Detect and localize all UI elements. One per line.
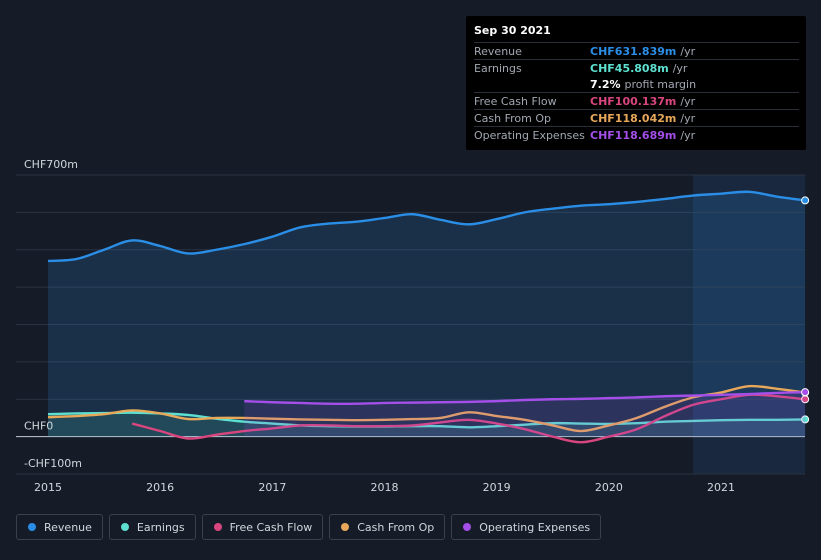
- y-tick-label: CHF700m: [24, 158, 78, 171]
- tooltip-unit: /yr: [672, 61, 688, 75]
- series-end-point-operating-expenses: [801, 388, 810, 397]
- legend-label: Revenue: [44, 520, 92, 534]
- series-layer: [47, 190, 810, 444]
- tooltip-label: Operating Expenses: [474, 128, 585, 142]
- tooltip-value: CHF100.137m: [590, 94, 677, 108]
- series-line-revenue: [47, 190, 806, 263]
- grid-lines: [16, 174, 805, 475]
- x-tick-label: 2015: [34, 481, 62, 494]
- legend-item-operating-expenses[interactable]: Operating Expenses: [451, 514, 602, 540]
- tooltip-value: CHF118.042m: [590, 111, 677, 125]
- tooltip-label: Free Cash Flow: [474, 94, 557, 108]
- series-line-cash-from-op: [47, 384, 806, 433]
- tooltip-unit: /yr: [680, 44, 696, 58]
- tooltip-unit: /yr: [680, 128, 696, 142]
- legend-label: Earnings: [136, 520, 185, 534]
- legend-label: Operating Expenses: [479, 520, 591, 534]
- legend-dot-icon: [28, 523, 36, 531]
- y-tick-label: -CHF100m: [24, 457, 82, 470]
- legend-dot-icon: [463, 523, 472, 531]
- tooltip-label: Cash From Op: [474, 111, 552, 125]
- legend-item-cash-from-op[interactable]: Cash From Op: [329, 514, 446, 540]
- series-end-point-revenue: [801, 196, 810, 205]
- tooltip-unit: /yr: [680, 94, 696, 108]
- series-end-point-earnings: [801, 415, 810, 424]
- chart-legend: Revenue Earnings Free Cash Flow Cash Fro…: [16, 514, 602, 540]
- tooltip-value: CHF631.839m: [590, 44, 677, 58]
- series-area-revenue: [48, 191, 806, 437]
- tooltip-row-operating-expenses: Operating Expenses CHF118.689m /yr: [474, 126, 799, 143]
- tooltip-unit: profit margin: [624, 77, 697, 91]
- series-area-earnings: [48, 412, 806, 437]
- tooltip-row-revenue: Revenue CHF631.839m /yr: [474, 42, 799, 59]
- tooltip-row-profit-margin: 7.2% profit margin: [474, 76, 799, 92]
- tooltip-row-free-cash-flow: Free Cash Flow CHF100.137m /yr: [474, 92, 799, 109]
- x-tick-label: 2021: [707, 481, 735, 494]
- tooltip-row-cash-from-op: Cash From Op CHF118.042m /yr: [474, 109, 799, 126]
- tooltip-date: Sep 30 2021: [474, 24, 551, 37]
- x-tick-label: 2016: [146, 481, 174, 494]
- axis-labels: CHF700m CHF0 -CHF100m 2015 2016 2017 2018 2019 2…: [24, 158, 735, 494]
- x-tick-label: 2018: [371, 481, 399, 494]
- tooltip-value: 7.2%: [590, 77, 621, 91]
- legend-item-earnings[interactable]: Earnings: [108, 514, 196, 540]
- legend-label: Cash From Op: [357, 520, 435, 534]
- legend-dot-icon: [341, 523, 350, 531]
- tooltip-label: Revenue: [474, 44, 522, 58]
- tooltip-value: CHF45.808m: [590, 61, 669, 75]
- legend-dot-icon: [120, 523, 129, 531]
- legend-dot-icon: [213, 523, 222, 531]
- legend-item-revenue[interactable]: Revenue: [16, 514, 103, 540]
- x-tick-label: 2017: [258, 481, 286, 494]
- tooltip-value: CHF118.689m: [590, 128, 677, 142]
- data-tooltip: Sep 30 2021 Revenue CHF631.839m /yr Earn…: [466, 16, 806, 150]
- chart-area: CHF700m CHF0 -CHF100m 2015 2016 2017 2018 2019 2…: [16, 158, 810, 494]
- tooltip-unit: /yr: [680, 111, 696, 125]
- legend-label: Free Cash Flow: [229, 520, 313, 534]
- legend-item-free-cash-flow[interactable]: Free Cash Flow: [201, 514, 324, 540]
- series-line-earnings: [47, 411, 806, 429]
- tooltip-label: Earnings: [474, 61, 522, 75]
- tooltip-row-earnings: Earnings CHF45.808m /yr: [474, 59, 799, 76]
- series-line-free-cash-flow: [131, 393, 806, 444]
- y-tick-label: CHF0: [24, 420, 53, 433]
- series-line-operating-expenses: [244, 390, 806, 406]
- x-tick-label: 2020: [595, 481, 623, 494]
- x-tick-label: 2019: [483, 481, 511, 494]
